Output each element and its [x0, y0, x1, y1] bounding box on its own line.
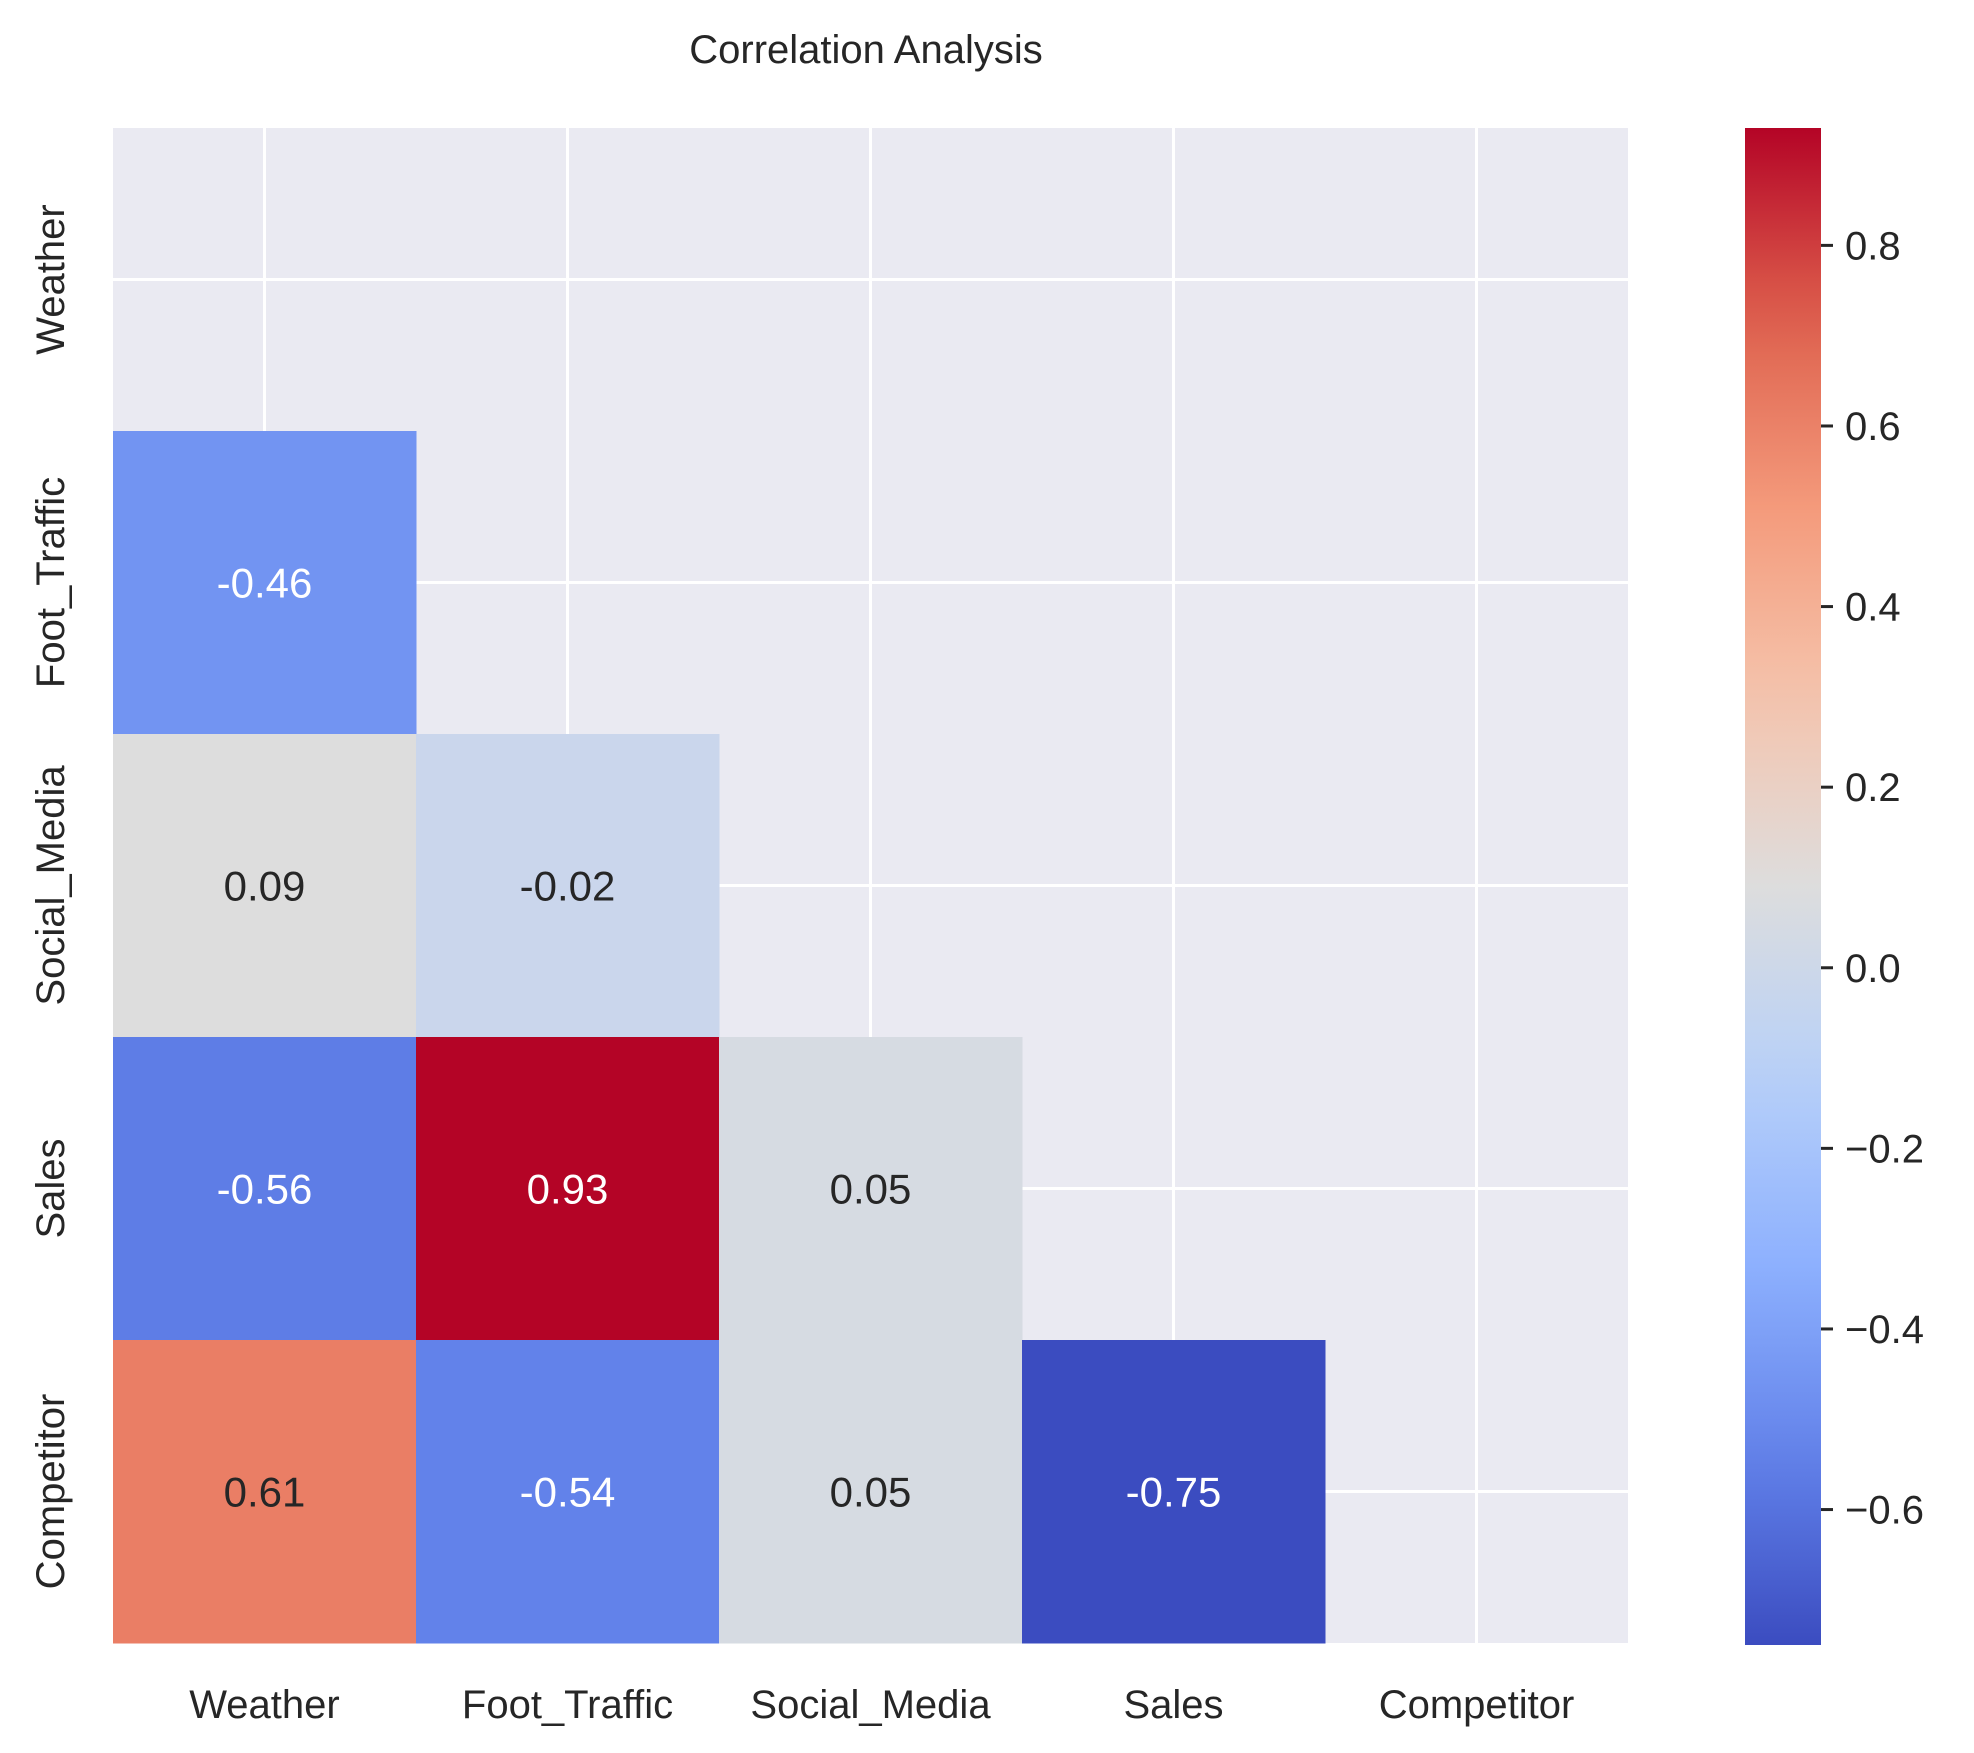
colorbar-tick-label: 0.2 [1845, 766, 1901, 810]
cell-value-label: 0.05 [830, 1469, 912, 1516]
colorbar-tick-label: 0.8 [1845, 224, 1901, 268]
x-tick-label: Competitor [1379, 1683, 1575, 1727]
x-tick-label: Sales [1123, 1683, 1223, 1727]
cell-value-label: 0.09 [224, 863, 306, 910]
cell-value-label: -0.46 [217, 560, 313, 607]
chart-title: Correlation Analysis [689, 28, 1043, 72]
colorbar-tick-label: −0.2 [1845, 1127, 1924, 1171]
cell-value-label: -0.54 [520, 1469, 616, 1516]
x-tick-label: Social_Media [750, 1683, 991, 1727]
colorbar-tick-label: −0.4 [1845, 1308, 1924, 1352]
cell-value-label: 0.93 [527, 1166, 609, 1213]
heatmap-cell [416, 1340, 720, 1644]
colorbar-gradient [1745, 128, 1821, 1645]
y-tick-label: Competitor [29, 1394, 73, 1590]
colorbar-tick-label: −0.6 [1845, 1489, 1924, 1533]
heatmap-cell [416, 734, 720, 1038]
colorbar-tick-label: 0.0 [1845, 947, 1901, 991]
x-axis-tick-labels: Weather Foot_Traffic Social_Media Sales Comp… [189, 1683, 1574, 1727]
cell-value-label: -0.75 [1126, 1469, 1222, 1516]
heatmap-cell [113, 734, 417, 1038]
x-tick-label: Foot_Traffic [462, 1683, 673, 1727]
colorbar-tick-label: 0.6 [1845, 405, 1901, 449]
heatmap-cells: -0.46 0.09 -0.02 -0.56 0.93 0.05 0.61 -0.54 0.05… [113, 431, 1326, 1644]
y-tick-label: Foot_Traffic [29, 477, 73, 688]
heatmap-cell [1022, 1340, 1326, 1644]
cell-value-label: -0.56 [217, 1166, 313, 1213]
y-tick-label: Social_Media [29, 765, 73, 1006]
cell-value-label: 0.05 [830, 1166, 912, 1213]
cell-value-label: -0.02 [520, 863, 616, 910]
x-tick-label: Weather [189, 1683, 339, 1727]
heatmap-cell [113, 431, 417, 735]
heatmap-cell [416, 1037, 720, 1341]
heatmap-cell [113, 1340, 417, 1644]
y-tick-label: Weather [29, 204, 73, 354]
y-tick-label: Sales [29, 1138, 73, 1238]
heatmap-cell [719, 1340, 1023, 1644]
heatmap-cell [719, 1037, 1023, 1341]
cell-value-label: 0.61 [224, 1469, 306, 1516]
colorbar: −0.6 −0.4 −0.2 0.0 0.2 0.4 0.6 0.8 [1745, 128, 1924, 1645]
y-axis-tick-labels: Weather Foot_Traffic Social_Media Sales Comp… [29, 204, 73, 1589]
colorbar-tick-label: 0.4 [1845, 586, 1901, 630]
heatmap-cell [113, 1037, 417, 1341]
